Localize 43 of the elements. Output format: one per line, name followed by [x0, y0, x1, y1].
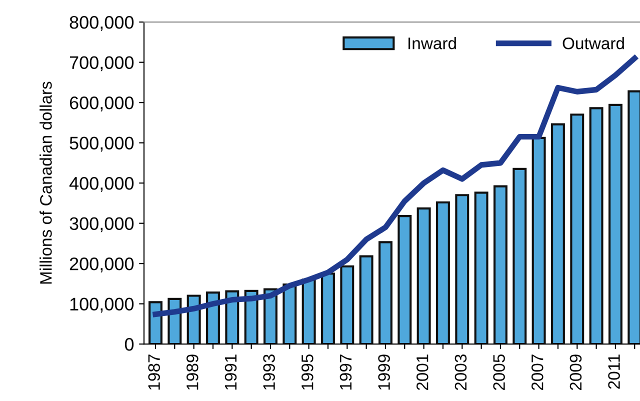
x-tick-label: 1995	[301, 354, 314, 390]
bar	[550, 123, 565, 344]
y-tick-label: 800,000	[70, 16, 134, 31]
bar	[493, 185, 508, 344]
bar	[378, 241, 392, 344]
x-tick-label: 1993	[263, 354, 275, 390]
legend-label: Inward	[408, 37, 456, 50]
x-tick-label: 1987	[148, 354, 160, 390]
bar	[398, 215, 412, 344]
y-tick-label: 700,000	[70, 56, 134, 72]
bar	[436, 201, 450, 344]
bar	[416, 207, 431, 344]
bar	[321, 272, 335, 344]
x-tick-label: 1999	[378, 354, 390, 390]
bar	[512, 168, 527, 344]
y-tick-label: 600,000	[70, 96, 134, 112]
bar	[340, 265, 354, 344]
x-tick-label: 2003	[454, 354, 467, 390]
x-tick-label: 2001	[416, 354, 428, 390]
bar	[532, 136, 546, 344]
x-tick-label: 2011	[608, 354, 620, 389]
y-tick-label: 200,000	[70, 257, 134, 272]
bar	[474, 192, 488, 344]
y-tick-label: 100,000	[70, 298, 134, 313]
x-tick-label: 2007	[531, 354, 544, 390]
y-tick-label: 0	[124, 338, 134, 351]
legend-label: Outward	[562, 37, 624, 50]
x-tick-label: 1989	[186, 354, 198, 390]
y-tick-label: 300,000	[70, 217, 134, 232]
bar	[455, 194, 470, 344]
bar	[302, 278, 316, 344]
y-tick-label: 400,000	[69, 176, 134, 192]
x-tick-label: 2005	[493, 354, 505, 390]
bar	[359, 255, 374, 344]
x-tick-label: 2009	[570, 354, 582, 390]
bar	[589, 107, 604, 344]
bar	[608, 104, 622, 344]
y-tick-label: 500,000	[70, 136, 134, 152]
x-tick-label: 1997	[340, 354, 352, 390]
bar	[570, 114, 584, 344]
y-axis-title: Millions of Canadian dollars	[40, 82, 52, 284]
bar	[282, 283, 297, 344]
x-tick-label: 1991	[224, 354, 237, 390]
